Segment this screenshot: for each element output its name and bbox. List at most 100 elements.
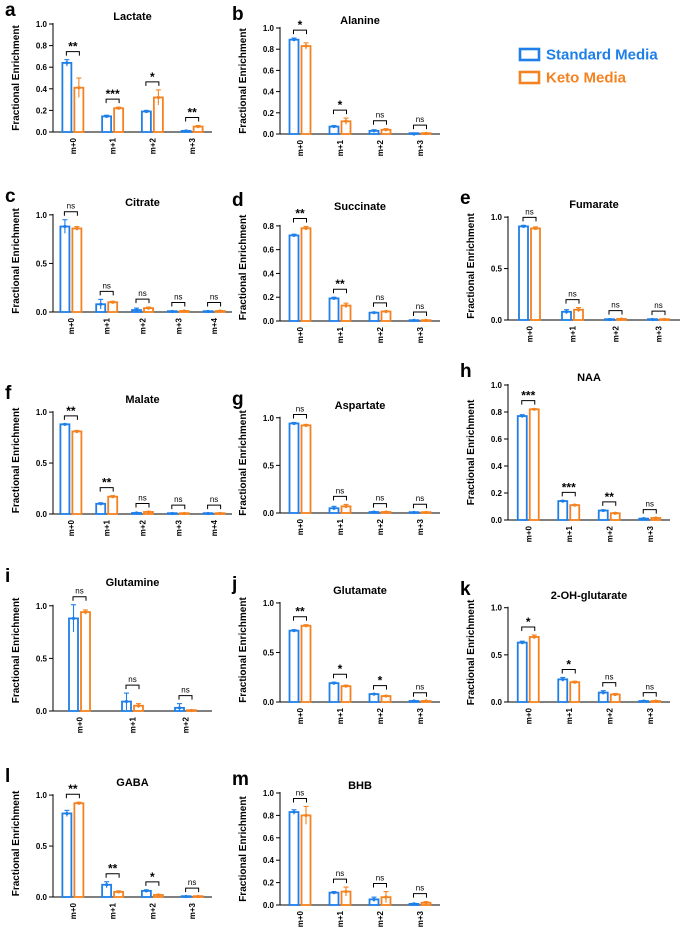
data-point-i-1-0 <box>83 610 88 614</box>
significance-label-f-3: ns <box>174 495 182 504</box>
x-tick-label-l-3: m+3 <box>188 902 197 919</box>
legend-swatch-keto <box>518 70 541 85</box>
x-tick-label-c-4: m+4 <box>210 317 219 334</box>
significance-bracket-d-1 <box>333 288 347 294</box>
data-point-j-0-3 <box>412 699 416 703</box>
y-tick-label-a-0: 0.0 <box>36 128 48 137</box>
data-point-e-0-0 <box>521 224 526 228</box>
data-point-c-1-4 <box>218 309 222 313</box>
significance-label-e-3: ns <box>654 301 662 310</box>
x-tick-label-b-3: m+3 <box>416 139 425 156</box>
significance-label-a-3: ** <box>187 106 197 120</box>
x-tick-label-i-2: m+2 <box>182 716 191 733</box>
significance-label-i-0: ns <box>75 587 83 596</box>
panel-c: c Citrate Fractional Enrichment 0.0 0.5 1.0 m+… <box>5 186 232 334</box>
y-tick-label-m-4: 0.8 <box>263 811 275 820</box>
x-tick-label-j-3: m+3 <box>416 707 425 724</box>
significance-label-b-1: * <box>338 98 343 112</box>
y-tick-label-c-1: 0.5 <box>36 259 48 268</box>
data-point-g-1-1 <box>344 504 348 508</box>
y-tick-label-d-2: 0.4 <box>263 269 275 278</box>
chart-title-c: Citrate <box>125 197 160 209</box>
bar-m-standard-media-m+0 <box>288 811 300 906</box>
data-point-c-1-2 <box>146 306 151 310</box>
significance-bracket-k-3 <box>642 692 657 697</box>
y-tick-label-d-1: 0.2 <box>263 293 275 302</box>
data-point-a-1-3 <box>196 125 200 129</box>
y-tick-label-l-0: 0.0 <box>36 893 48 902</box>
x-tick-label-f-4: m+4 <box>210 519 219 536</box>
significance-label-c-4: ns <box>210 293 218 302</box>
y-axis-label-g: Fractional Enrichment <box>238 410 249 516</box>
panel-j: j Glutamate Fractional Enrichment 0.0 0.5 1.0… <box>231 574 440 724</box>
significance-bracket-f-0 <box>63 415 78 420</box>
bar-a-standard-media-m+2 <box>140 110 152 133</box>
data-point-a-1-0 <box>77 86 81 90</box>
panel-letter-l: l <box>5 766 10 787</box>
y-tick-label-c-0: 0.0 <box>36 308 48 317</box>
bar-f-keto-media-m+1 <box>107 495 119 515</box>
bar-j-standard-media-m+0 <box>288 629 300 703</box>
y-tick-label-m-0: 0.0 <box>263 901 275 910</box>
data-point-c-1-0 <box>75 226 79 231</box>
panel-i: i Glutamine Fractional Enrichment 0.0 0.5 1.0… <box>5 566 212 733</box>
x-tick-label-a-1: m+1 <box>109 137 118 154</box>
bar-k-keto-media-m+1 <box>569 681 581 703</box>
bar-m-standard-media-m+1 <box>328 891 340 906</box>
x-tick-label-k-0: m+0 <box>524 707 533 724</box>
significance-label-f-4: ns <box>210 495 218 504</box>
significance-label-j-2: * <box>378 674 383 688</box>
y-tick-label-d-4: 0.8 <box>263 222 275 231</box>
significance-label-d-3: ns <box>416 302 424 311</box>
significance-bracket-c-0 <box>63 211 78 216</box>
data-point-g-1-2 <box>384 510 388 514</box>
significance-bracket-d-3 <box>413 311 427 317</box>
x-tick-label-l-1: m+1 <box>109 902 118 919</box>
data-point-h-1-3 <box>654 516 658 520</box>
x-tick-label-f-0: m+0 <box>67 519 76 536</box>
panel-letter-a: a <box>5 0 16 21</box>
data-point-i-0-2 <box>177 706 182 710</box>
data-point-l-0-0 <box>65 811 69 816</box>
x-tick-label-d-1: m+1 <box>336 326 345 343</box>
data-point-h-1-0 <box>532 407 536 411</box>
bar-a-standard-media-m+0 <box>61 61 73 133</box>
panel-b: b Alanine Fractional Enrichment 0.0 0.2 0.4 0.… <box>232 4 440 156</box>
bar-h-keto-media-m+1 <box>569 504 581 521</box>
chart-title-d: Succinate <box>334 201 386 213</box>
significance-label-l-2: * <box>150 870 155 884</box>
data-point-i-0-0 <box>71 616 76 621</box>
y-axis-label-f: Fractional Enrichment <box>11 407 22 513</box>
data-point-a-0-3 <box>184 129 188 133</box>
significance-bracket-f-4 <box>207 504 222 510</box>
chart-title-f: Malate <box>125 394 159 406</box>
chart-title-j: Glutamate <box>333 585 387 597</box>
x-tick-label-f-2: m+2 <box>139 519 148 536</box>
x-tick-label-l-0: m+0 <box>69 902 78 919</box>
significance-label-e-1: ns <box>568 290 576 299</box>
significance-bracket-j-2 <box>373 685 387 690</box>
x-tick-label-h-1: m+1 <box>565 525 574 542</box>
data-point-l-0-1 <box>105 883 109 887</box>
x-tick-label-e-1: m+1 <box>569 325 578 342</box>
data-point-g-0-3 <box>412 510 416 515</box>
significance-label-g-3: ns <box>416 494 424 503</box>
bar-c-keto-media-m+0 <box>71 227 83 313</box>
y-axis-label-d: Fractional Enrichment <box>238 214 249 320</box>
data-point-c-0-2 <box>134 308 139 312</box>
significance-label-b-0: * <box>298 18 303 32</box>
data-point-f-0-3 <box>170 511 174 516</box>
significance-bracket-l-1 <box>105 873 120 878</box>
significance-label-c-2: ns <box>138 289 146 298</box>
y-tick-label-j-0: 0.0 <box>263 698 275 707</box>
y-tick-label-j-2: 1.0 <box>263 599 275 608</box>
significance-bracket-k-0 <box>521 626 536 632</box>
significance-label-m-1: ns <box>336 869 344 878</box>
y-tick-label-l-1: 0.5 <box>36 842 48 851</box>
bar-f-keto-media-m+0 <box>71 430 83 515</box>
legend-label-keto: Keto Media <box>546 70 627 87</box>
y-tick-label-h-3: 0.6 <box>491 435 503 444</box>
significance-bracket-i-1 <box>125 684 140 690</box>
